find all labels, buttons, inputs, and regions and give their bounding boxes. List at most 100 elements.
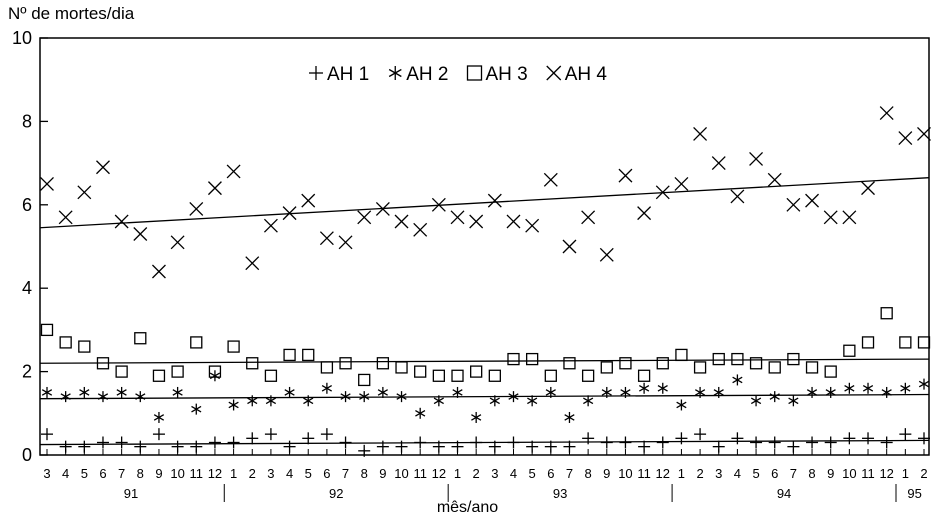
data-point — [844, 382, 855, 394]
x-tick-label: 11 — [637, 466, 651, 481]
data-point — [338, 235, 353, 250]
data-marks — [40, 106, 931, 457]
x-tick-label: 4 — [286, 466, 293, 481]
data-point — [656, 436, 669, 449]
x-tick-label: 10 — [842, 466, 856, 481]
data-point — [601, 386, 612, 398]
data-point — [806, 386, 818, 398]
data-point — [563, 440, 576, 453]
data-point — [768, 436, 781, 449]
data-point — [581, 210, 596, 225]
x-tick-label: 7 — [342, 466, 349, 481]
data-point — [321, 382, 333, 394]
data-point — [303, 395, 314, 407]
data-point — [170, 235, 185, 250]
data-point — [301, 193, 316, 208]
data-point — [805, 193, 820, 208]
year-label: 95 — [907, 486, 921, 501]
data-point — [190, 336, 203, 349]
data-point — [282, 206, 297, 221]
data-point — [414, 436, 427, 449]
data-point — [767, 172, 782, 187]
data-point — [469, 214, 484, 229]
data-point — [207, 181, 222, 196]
data-point — [842, 210, 857, 225]
data-point — [750, 395, 762, 407]
data-point — [656, 357, 669, 370]
data-point — [562, 239, 577, 254]
data-point — [302, 348, 315, 362]
data-point — [824, 365, 837, 378]
marker-plus — [309, 66, 323, 80]
y-tick-label: 6 — [22, 195, 32, 215]
x-tick-label: 3 — [43, 466, 50, 481]
data-point — [265, 395, 277, 407]
data-point — [41, 386, 53, 398]
data-point — [283, 348, 296, 362]
data-point — [451, 369, 464, 382]
data-point — [245, 256, 260, 271]
data-point — [899, 336, 912, 349]
data-point — [769, 391, 780, 403]
data-point — [637, 369, 651, 382]
x-tick-label: 3 — [267, 466, 274, 481]
data-point — [545, 386, 556, 398]
y-axis-title: Nº de mortes/dia — [8, 4, 135, 23]
x-tick-label: 5 — [305, 466, 312, 481]
data-point — [731, 432, 744, 445]
x-tick-label: 2 — [249, 466, 256, 481]
x-tick-label: 11 — [190, 466, 204, 481]
data-point — [115, 365, 128, 378]
data-point — [581, 369, 595, 382]
data-point — [693, 126, 708, 141]
x-tick-label: 12 — [879, 466, 893, 481]
x-tick-label: 1 — [902, 466, 909, 481]
data-point — [823, 210, 838, 225]
data-point — [489, 395, 500, 407]
x-tick-label: 9 — [603, 466, 610, 481]
x-tick-label: 4 — [734, 466, 741, 481]
data-point — [264, 428, 277, 441]
x-tick-label: 5 — [81, 466, 88, 481]
x-axis-title: mês/ano — [436, 499, 499, 516]
data-point — [115, 436, 128, 449]
data-point — [487, 193, 502, 208]
data-point — [917, 126, 931, 141]
y-tick-label: 4 — [22, 278, 32, 298]
data-point — [77, 185, 92, 200]
data-point — [40, 323, 54, 337]
data-point — [340, 391, 351, 403]
data-point — [599, 247, 614, 262]
data-point — [339, 357, 352, 370]
data-point — [525, 218, 540, 233]
data-point — [320, 361, 334, 374]
data-point — [320, 428, 333, 441]
data-point — [228, 399, 239, 411]
data-point — [861, 336, 875, 349]
x-tick-label: 6 — [771, 466, 778, 481]
data-point — [506, 214, 521, 229]
data-point — [135, 391, 146, 403]
data-point — [918, 432, 930, 445]
x-tick-label: 4 — [62, 466, 69, 481]
data-point — [563, 357, 576, 370]
x-tick-label: 12 — [208, 466, 222, 481]
data-point — [413, 222, 428, 237]
data-point — [470, 365, 483, 378]
x-tick-label: 10 — [394, 466, 408, 481]
data-point — [78, 340, 91, 353]
data-point — [600, 436, 613, 449]
data-point — [59, 440, 72, 453]
data-point — [618, 168, 633, 183]
data-point — [843, 344, 856, 357]
data-point — [675, 432, 688, 445]
legend-label: AH 4 — [565, 64, 608, 85]
x-tick-label: 9 — [379, 466, 386, 481]
legend-label: AH 1 — [327, 64, 369, 85]
data-point — [78, 440, 91, 453]
series-4 — [40, 106, 931, 279]
data-point — [543, 172, 558, 187]
data-point — [58, 210, 73, 225]
marker-star — [388, 66, 402, 80]
data-point — [879, 106, 894, 121]
